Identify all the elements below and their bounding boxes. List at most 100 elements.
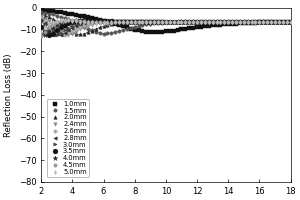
Y-axis label: Reflection Loss (dB): Reflection Loss (dB) [4,53,13,137]
2.8mm [172,21,175,23]
1.0mm [172,29,175,32]
2.0mm [258,21,261,23]
Line: 3.0mm: 3.0mm [40,19,292,37]
4.0mm [106,21,109,23]
3.5mm [262,21,265,23]
1.0mm [258,21,261,24]
2.6mm [39,17,43,19]
Line: 2.0mm: 2.0mm [40,12,292,36]
2.4mm [117,20,121,22]
2.0mm [102,25,105,27]
2.6mm [148,20,152,23]
1.5mm [172,21,175,23]
2.6mm [281,21,284,23]
2.6mm [258,21,261,23]
2.4mm [39,15,43,18]
1.0mm [98,19,101,21]
3.5mm [39,26,43,28]
1.0mm [113,23,117,25]
4.5mm [289,21,292,23]
2.8mm [117,19,121,22]
2.8mm [258,21,261,23]
3.5mm [86,19,90,22]
2.4mm [148,20,152,22]
3.5mm [121,21,125,23]
3.0mm [55,34,58,36]
1.0mm [39,9,43,11]
2.8mm [289,21,292,23]
2.0mm [281,21,284,23]
Line: 2.4mm: 2.4mm [40,15,292,36]
3.5mm [152,21,156,24]
2.6mm [289,21,292,23]
1.0mm [152,31,156,33]
2.6mm [117,19,121,22]
2.8mm [59,34,62,36]
4.0mm [121,21,125,24]
5.0mm [281,21,284,23]
5.0mm [148,21,152,23]
4.5mm [281,21,284,23]
1.0mm [281,21,284,23]
3.5mm [106,20,109,22]
5.0mm [102,21,105,24]
4.5mm [258,21,261,23]
4.0mm [43,34,47,37]
2.8mm [148,21,152,23]
2.6mm [63,34,66,36]
2.0mm [78,33,82,36]
3.5mm [47,34,51,37]
5.0mm [258,21,261,23]
1.5mm [148,23,152,25]
3.0mm [102,19,105,22]
2.8mm [39,18,43,21]
4.0mm [152,21,156,23]
3.0mm [176,21,179,23]
2.4mm [102,21,105,23]
4.5mm [70,19,74,22]
4.0mm [39,32,43,35]
5.0mm [117,21,121,23]
Line: 4.0mm: 4.0mm [39,18,293,38]
2.8mm [102,19,105,22]
5.0mm [39,31,43,33]
3.0mm [39,20,43,23]
2.0mm [289,21,292,23]
Line: 1.5mm: 1.5mm [40,10,292,35]
4.5mm [102,21,105,24]
4.5mm [172,21,175,23]
Line: 1.0mm: 1.0mm [40,8,292,34]
2.4mm [281,21,284,23]
1.5mm [258,20,261,23]
3.0mm [106,19,109,22]
1.5mm [281,20,284,23]
4.0mm [78,19,82,22]
2.8mm [281,21,284,23]
5.0mm [172,21,175,23]
2.4mm [67,34,70,36]
4.5mm [148,21,152,23]
3.0mm [262,21,265,23]
2.0mm [148,20,152,22]
1.5mm [102,32,105,35]
3.0mm [281,21,284,23]
2.4mm [258,21,261,23]
Line: 2.6mm: 2.6mm [40,16,292,36]
Line: 3.5mm: 3.5mm [39,18,293,38]
4.0mm [289,21,292,23]
Line: 4.5mm: 4.5mm [40,19,292,37]
1.5mm [289,20,292,23]
1.5mm [39,11,43,13]
3.5mm [176,21,179,23]
2.0mm [172,20,175,22]
2.6mm [102,20,105,22]
3.5mm [289,21,292,23]
2.0mm [117,22,121,24]
3.0mm [152,21,156,23]
3.0mm [121,20,125,22]
4.0mm [262,21,265,23]
Legend: 1.0mm, 1.5mm, 2.0mm, 2.4mm, 2.6mm, 2.8mm, 3.0mm, 3.5mm, 4.0mm, 4.5mm, 5.0mm: 1.0mm, 1.5mm, 2.0mm, 2.4mm, 2.6mm, 2.8mm… [47,99,89,177]
Line: 5.0mm: 5.0mm [40,19,292,34]
1.0mm [145,30,148,33]
3.0mm [289,21,292,23]
